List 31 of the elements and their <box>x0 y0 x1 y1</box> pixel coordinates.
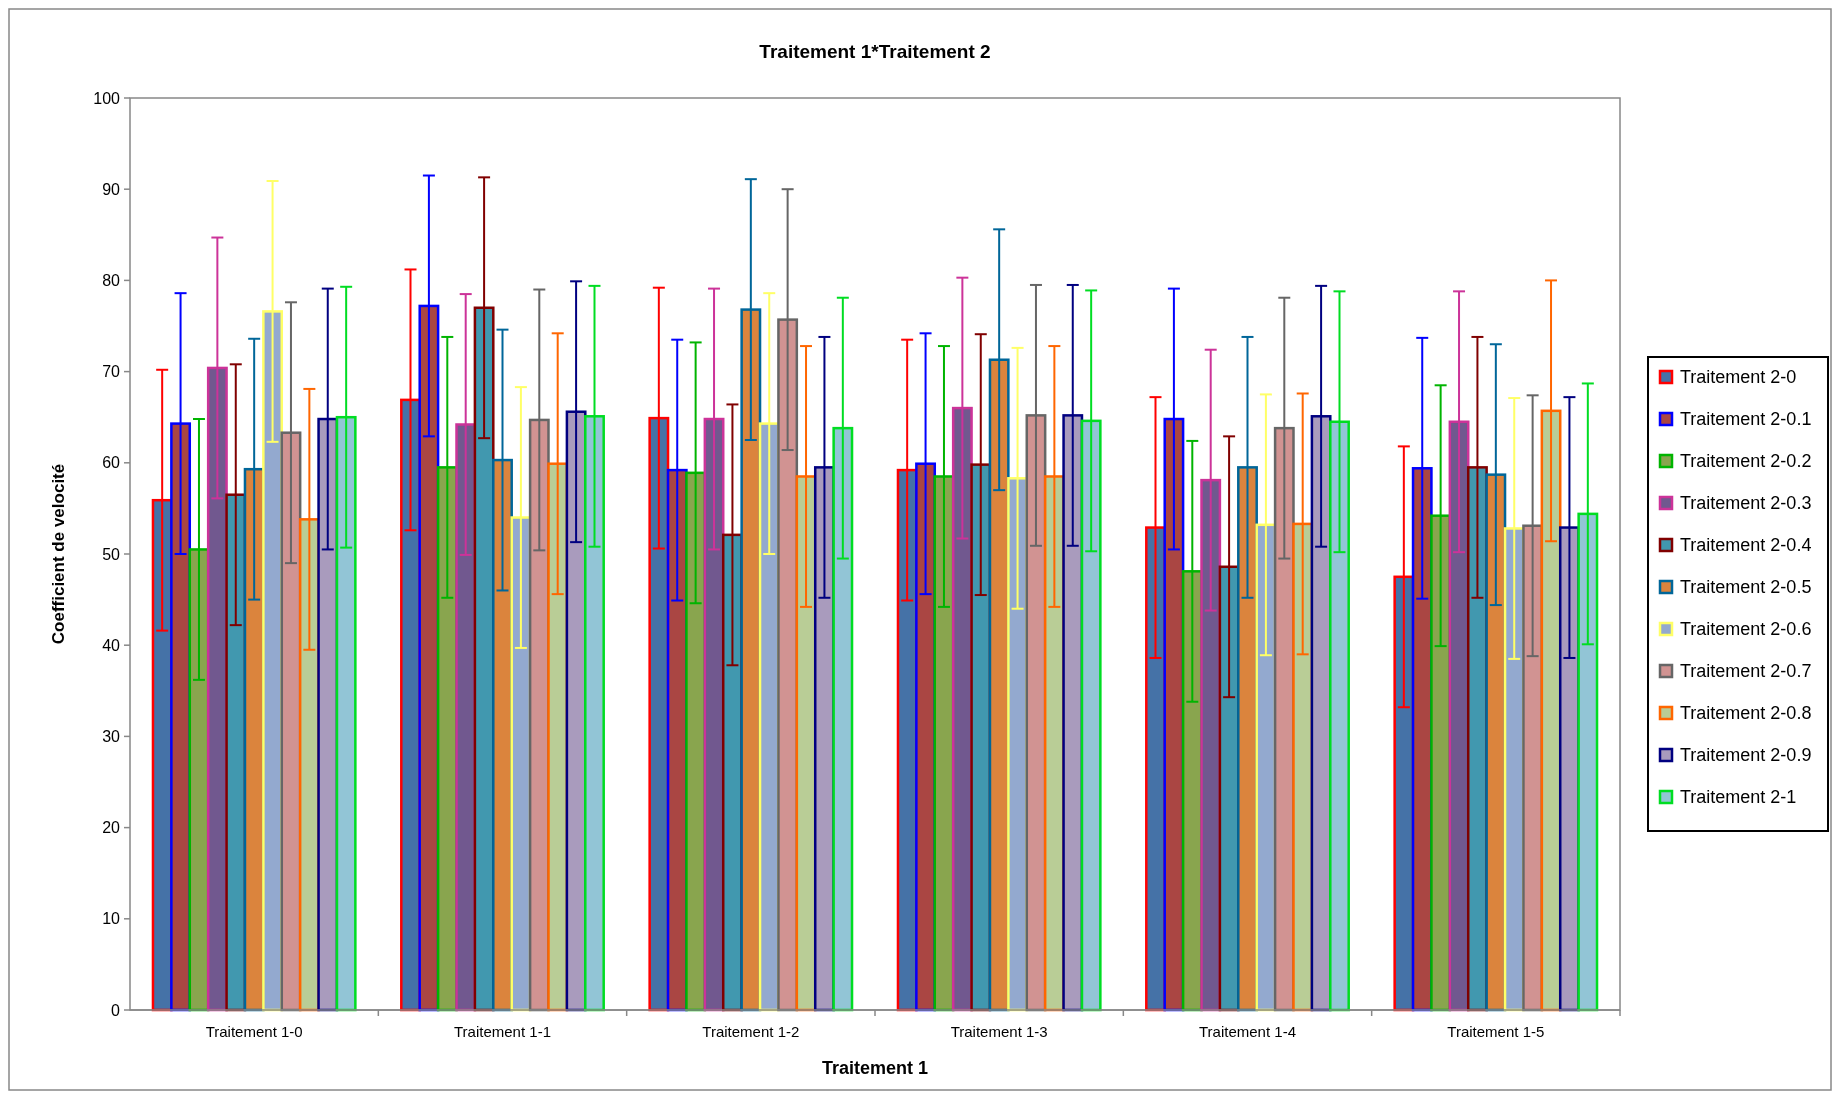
y-tick-label: 60 <box>102 454 121 472</box>
x-tick-label: Traitement 1-5 <box>1447 1023 1545 1040</box>
y-tick-label: 40 <box>102 636 121 654</box>
y-tick-label: 50 <box>102 545 121 563</box>
legend-label: Traitement 2-0.8 <box>1680 703 1812 724</box>
x-tick-label: Traitement 1-2 <box>702 1023 800 1040</box>
legend-label: Traitement 2-0.7 <box>1680 661 1812 682</box>
y-tick-label: 0 <box>111 1001 121 1019</box>
legend-label: Traitement 2-0.6 <box>1680 619 1812 640</box>
legend-label: Traitement 2-0.2 <box>1680 451 1812 472</box>
legend-label: Traitement 2-0.1 <box>1680 409 1812 430</box>
x-tick-label: Traitement 1-0 <box>205 1023 303 1040</box>
y-tick-label: 100 <box>93 89 121 107</box>
y-axis-title: Coefficient de velocité <box>49 463 68 645</box>
legend-label: Traitement 2-0.5 <box>1680 577 1812 598</box>
y-tick-label: 70 <box>102 363 121 381</box>
y-tick-label: 90 <box>102 180 121 198</box>
legend-label: Traitement 2-0.9 <box>1680 745 1812 766</box>
y-tick-label: 30 <box>102 728 121 745</box>
y-tick-label: 80 <box>102 272 121 289</box>
legend-label: Traitement 2-1 <box>1680 787 1797 808</box>
legend-label: Traitement 2-0 <box>1680 367 1797 388</box>
legend-label: Traitement 2-0.3 <box>1680 493 1812 514</box>
x-tick-label: Traitement 1-3 <box>950 1023 1048 1040</box>
x-tick-label: Traitement 1-4 <box>1199 1023 1296 1040</box>
legend-label: Traitement 2-0.4 <box>1680 535 1812 556</box>
y-tick-label: 20 <box>102 819 121 837</box>
x-tick-label: Traitement 1-1 <box>454 1023 551 1040</box>
y-tick-label: 10 <box>102 910 121 928</box>
chart-title: Traitement 1*Traitement 2 <box>759 41 991 62</box>
x-axis-title: Traitement 1 <box>821 1058 929 1078</box>
